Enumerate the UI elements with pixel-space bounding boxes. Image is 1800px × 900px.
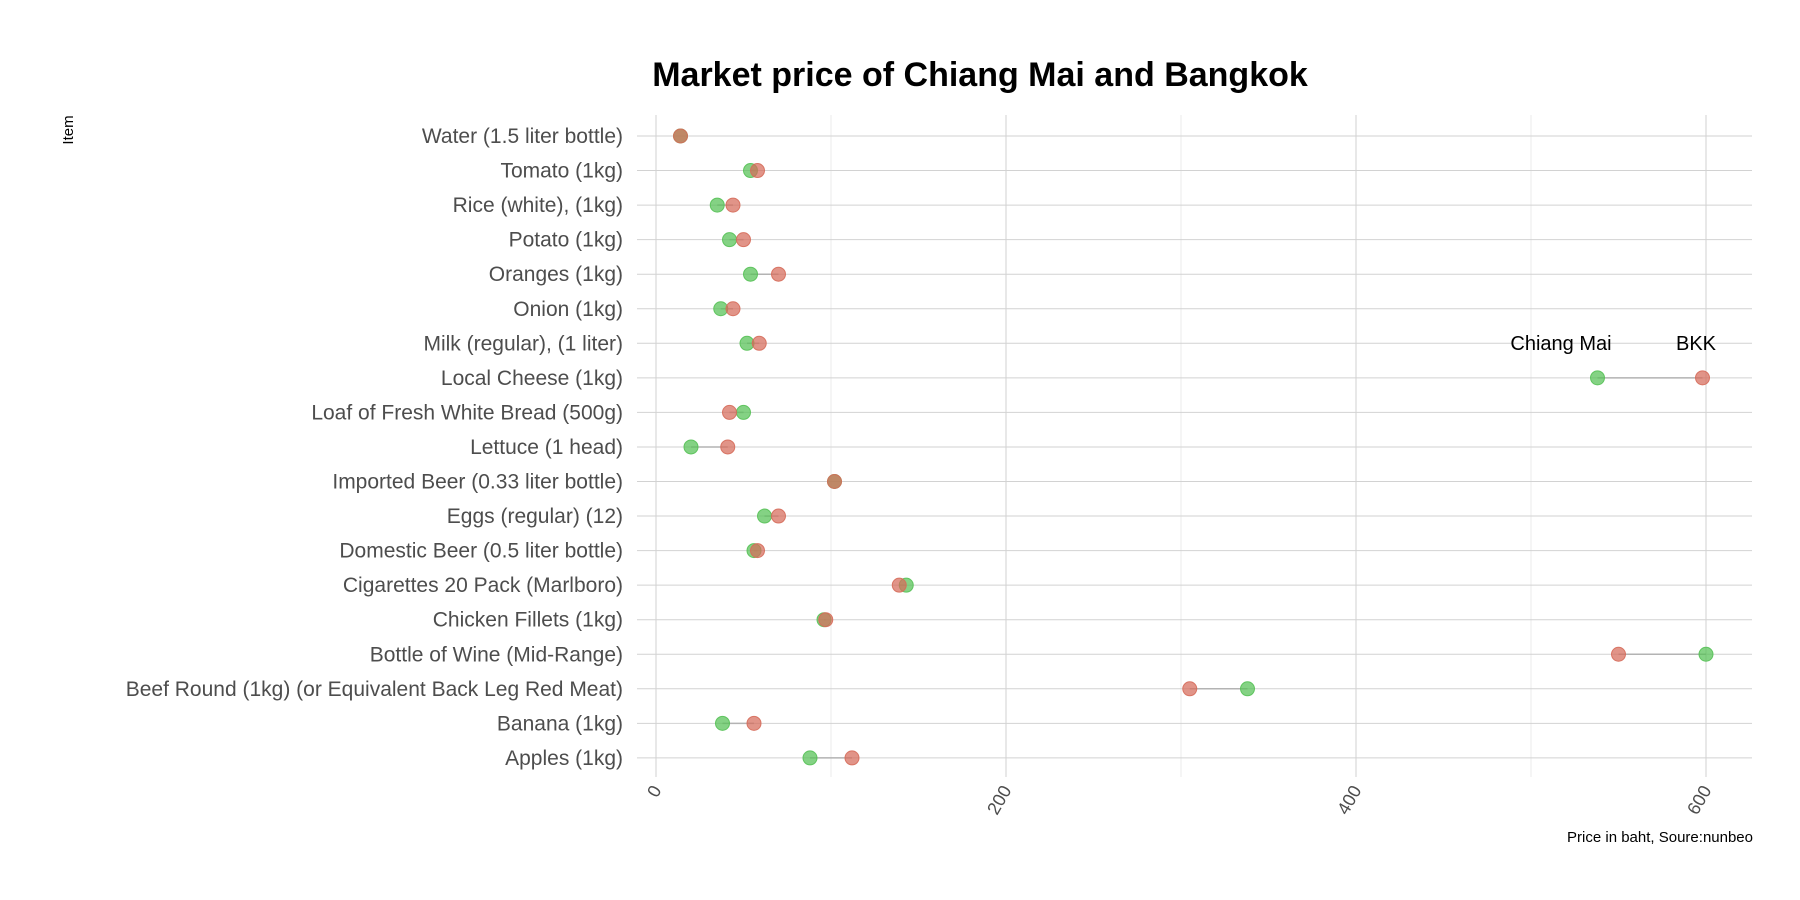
x-tick-label: 600 <box>1683 782 1715 818</box>
point-bkk <box>1182 681 1198 697</box>
category-label: Onion (1kg) <box>513 298 623 321</box>
point-bkk <box>725 197 741 213</box>
category-label: Oranges (1kg) <box>489 263 623 286</box>
category-label: Beef Round (1kg) (or Equivalent Back Leg… <box>126 678 623 701</box>
point-bkk <box>746 715 762 731</box>
category-label: Bottle of Wine (Mid-Range) <box>370 643 623 666</box>
point-bkk <box>844 750 860 766</box>
category-label: Lettuce (1 head) <box>470 436 623 459</box>
point-chiang-mai <box>1698 646 1714 662</box>
y-axis-title: Item <box>60 115 77 144</box>
point-bkk <box>673 128 688 144</box>
category-label: Local Cheese (1kg) <box>441 367 623 390</box>
x-tick-label: 0 <box>643 782 665 801</box>
point-bkk <box>750 163 765 179</box>
point-chiang-mai <box>683 439 699 455</box>
category-label: Domestic Beer (0.5 liter bottle) <box>339 540 623 563</box>
point-bkk <box>722 404 737 420</box>
point-bkk <box>720 439 736 455</box>
category-label: Loaf of Fresh White Bread (500g) <box>311 401 623 424</box>
point-bkk <box>750 543 765 559</box>
point-bkk <box>725 301 741 317</box>
point-bkk <box>736 232 751 248</box>
point-bkk <box>771 508 786 524</box>
category-label: Milk (regular), (1 liter) <box>423 332 623 355</box>
point-chiang-mai <box>1240 681 1255 697</box>
grid-layer <box>637 115 1752 777</box>
x-tick-label: 200 <box>983 782 1015 818</box>
category-label: Banana (1kg) <box>497 712 623 735</box>
x-tick-label: 400 <box>1333 782 1365 818</box>
chart-title: Market price of Chiang Mai and Bangkok <box>652 56 1308 94</box>
category-label: Eggs (regular) (12) <box>447 505 623 528</box>
point-chiang-mai <box>743 266 758 282</box>
category-label: Cigarettes 20 Pack (Marlboro) <box>343 574 623 597</box>
category-label: Potato (1kg) <box>509 229 623 252</box>
point-bkk <box>1695 370 1710 386</box>
bkk-annotation: BKK <box>1676 333 1717 355</box>
category-label: Apples (1kg) <box>505 747 623 770</box>
category-label: Water (1.5 liter bottle) <box>422 125 623 148</box>
point-chiang-mai <box>709 197 725 213</box>
category-label: Chicken Fillets (1kg) <box>433 609 623 632</box>
point-chiang-mai <box>802 750 818 766</box>
point-bkk <box>891 577 907 593</box>
category-label: Rice (white), (1kg) <box>453 194 623 217</box>
point-layer <box>673 128 1714 766</box>
point-chiang-mai <box>1590 370 1605 386</box>
point-bkk <box>1611 646 1626 662</box>
category-label: Imported Beer (0.33 liter bottle) <box>332 471 623 494</box>
point-chiang-mai <box>757 508 772 524</box>
point-chiang-mai <box>715 715 730 731</box>
point-bkk <box>771 266 786 282</box>
point-chiang-mai <box>722 232 737 248</box>
point-chiang-mai <box>736 404 751 420</box>
category-label: Tomato (1kg) <box>500 160 623 183</box>
label-layer: Water (1.5 liter bottle) Tomato (1kg) Rice… <box>126 125 1716 818</box>
point-bkk <box>751 335 767 351</box>
x-axis-title: Price in baht, Soure:nunbeo <box>1567 829 1753 846</box>
point-bkk <box>818 612 834 628</box>
chiang-mai-annotation: Chiang Mai <box>1510 333 1611 355</box>
point-bkk <box>827 474 842 489</box>
